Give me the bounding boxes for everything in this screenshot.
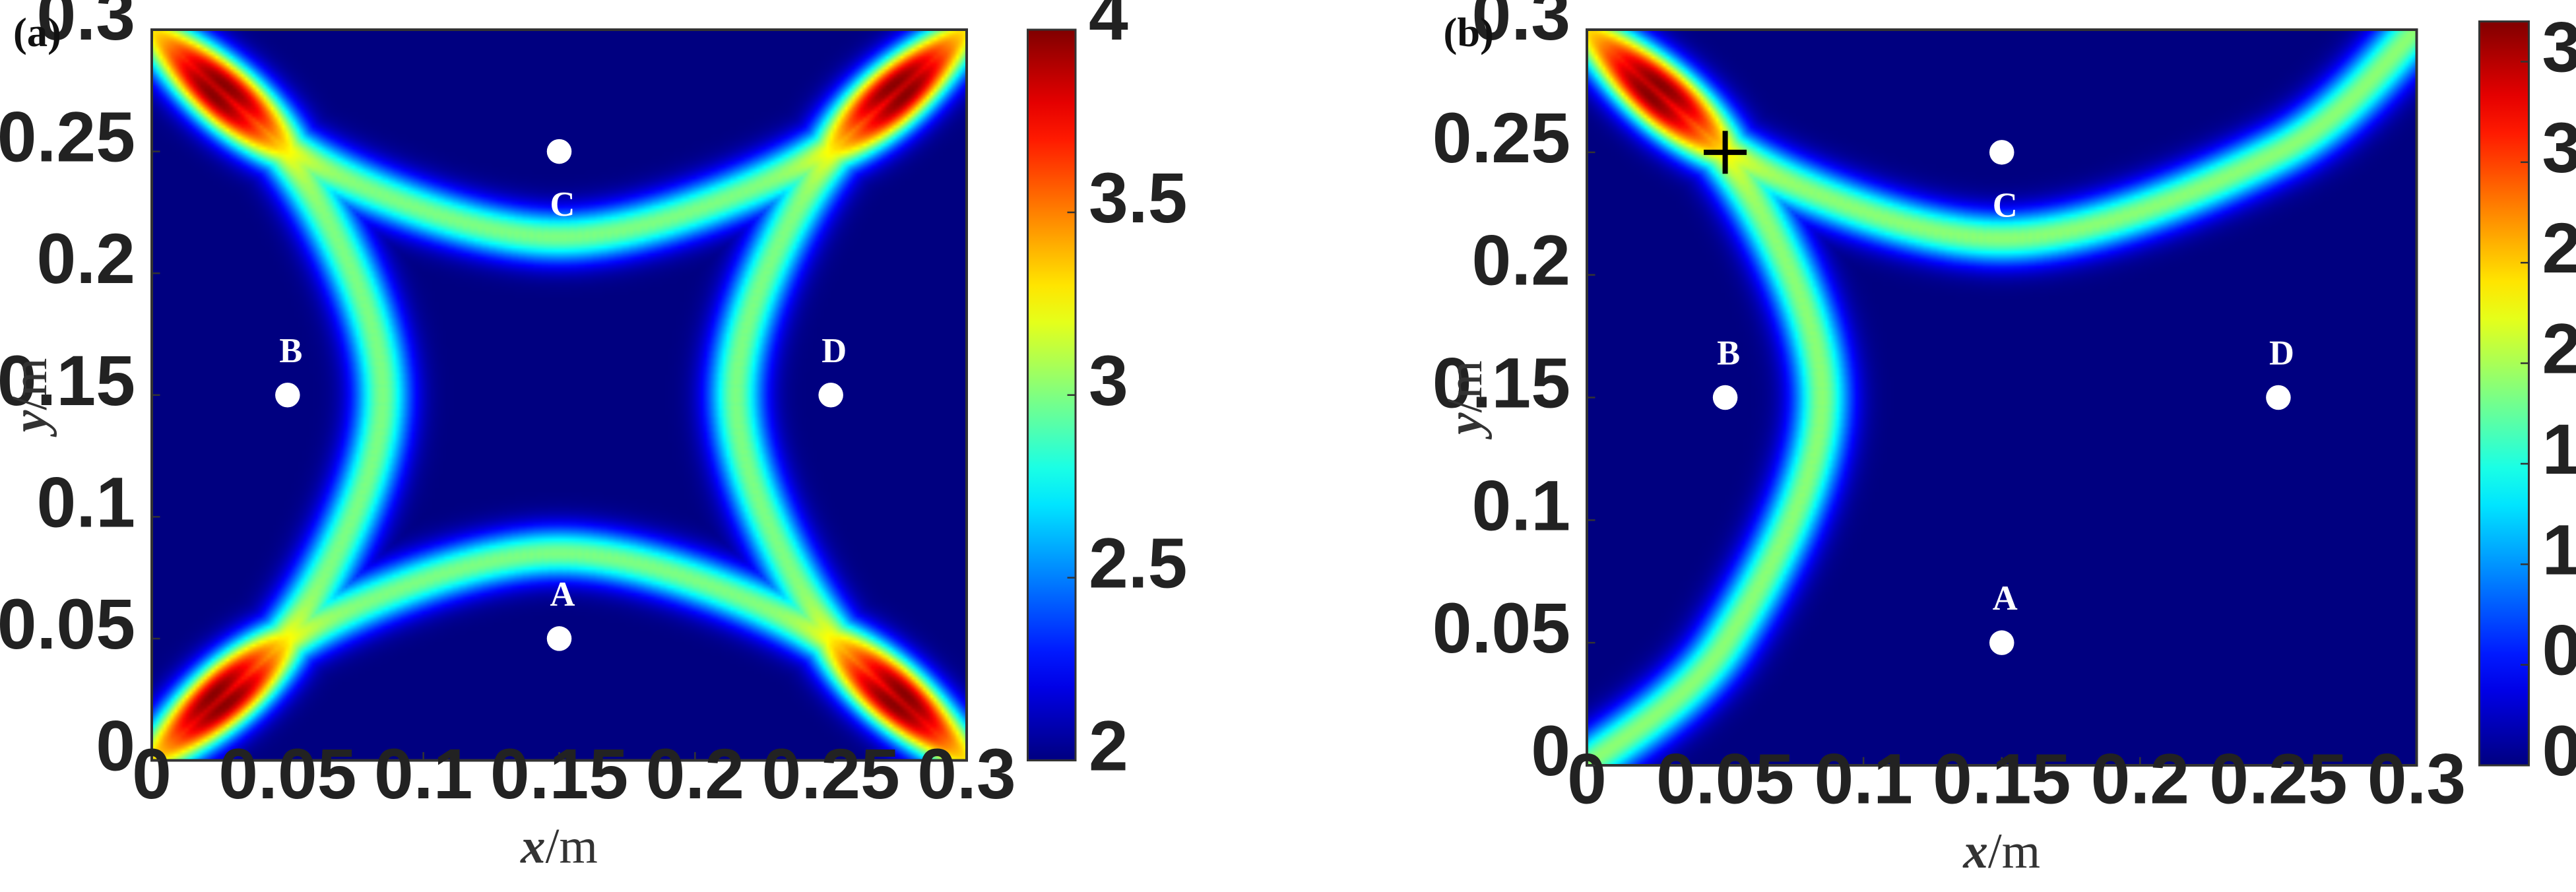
y-tick-label: 0 (1531, 711, 1570, 790)
colorbar-tick-label: 1 (2542, 510, 2576, 589)
panel-b: 0 0.05 0.1 0.15 0.2 0.25 0.3 0 0.05 0.1 0.15 0.2 0.2… (1433, 0, 2576, 879)
x-tick-label: 0 (132, 734, 172, 813)
colorbar-tick-label: 3.5 (1089, 158, 1187, 238)
x-tick-label: 0.05 (1656, 740, 1794, 819)
y-tick-label: 0.1 (37, 462, 135, 542)
x-tick-label: 0.05 (218, 734, 356, 813)
y-tick-label: 0.05 (0, 585, 135, 664)
point-d-dot (2266, 385, 2291, 410)
y-axis-unit: /m (1438, 360, 1493, 412)
y-tick-label: 0.1 (1472, 466, 1570, 545)
panel-a: 0 0.05 0.1 0.15 0.2 0.25 0.300.050.10.150.20.2… (0, 0, 1187, 874)
point-c-label: C (1993, 186, 2018, 224)
x-tick-label: 0.3 (917, 734, 1015, 813)
panel-label: (a) (13, 9, 61, 55)
colorbar-tick-label: 0 (2542, 711, 2576, 790)
y-tick-label: 0.3 (37, 0, 135, 55)
y-tick-label: 0.15 (1433, 344, 1570, 423)
x-axis-unit: /m (546, 819, 598, 874)
point-d-label: D (821, 332, 847, 370)
point-a-label: A (550, 575, 575, 614)
colorbar-tick-label: 2 (2542, 309, 2576, 389)
point-c-dot (1989, 140, 2014, 165)
x-axis-label: x/m (1962, 824, 2040, 879)
x-tick-label: 0.15 (490, 734, 628, 813)
x-axis-label: x/m (520, 819, 598, 874)
x-tick-label: 0.15 (1933, 740, 2071, 819)
point-a-dot (546, 626, 572, 651)
point-a-label: A (1993, 579, 2018, 618)
y-tick-label: 0.3 (1472, 0, 1570, 55)
y-tick-label: 0 (96, 707, 135, 786)
x-axis-unit: /m (1988, 824, 2040, 879)
colorbar (2478, 20, 2530, 767)
y-tick-label: 0.25 (1433, 98, 1570, 177)
x-tick-label: 0 (1567, 740, 1607, 819)
colorbar-tick-label: 3 (2542, 108, 2576, 187)
colorbar-tick-label: 0.5 (2542, 611, 2576, 690)
panel-label: (b) (1444, 9, 1494, 55)
colorbar-tick-label: 1.5 (2542, 410, 2576, 489)
y-tick-label: 0.2 (37, 219, 135, 298)
colorbar-tick-label: 3.5 (2542, 7, 2576, 86)
y-tick-label: 0.15 (0, 341, 135, 420)
point-a-dot (1989, 630, 2014, 655)
point-b-label: B (279, 332, 302, 370)
x-tick-label: 0.3 (2367, 740, 2466, 819)
x-tick-label: 0.2 (646, 734, 744, 813)
colorbar-tick-label: 4 (1089, 0, 1128, 55)
x-tick-label: 0.1 (374, 734, 472, 813)
colorbar-tick-label: 2.5 (2542, 208, 2576, 288)
y-axis-label: y/m (1438, 360, 1493, 439)
point-b-dot (1712, 385, 1738, 410)
y-axis-label: y/m (3, 358, 57, 437)
x-axis-var: x (520, 819, 546, 874)
y-tick-label: 0.2 (1472, 221, 1570, 300)
colorbar-tick-label: 2 (1089, 707, 1128, 786)
point-d-dot (818, 383, 843, 408)
colorbar-tick-label: 3 (1089, 341, 1128, 420)
x-tick-label: 0.25 (2209, 740, 2347, 819)
colorbar-tick-label: 2.5 (1089, 524, 1187, 603)
point-d-label: D (2269, 334, 2294, 373)
y-axis-var: y (1438, 412, 1493, 440)
point-c-label: C (550, 185, 575, 224)
x-tick-label: 0.1 (1814, 740, 1912, 819)
y-tick-label: 0.05 (1433, 589, 1570, 668)
point-b-dot (275, 383, 300, 408)
point-b-label: B (1717, 334, 1740, 373)
y-axis-unit: /m (3, 358, 57, 410)
y-tick-label: 0.25 (0, 98, 135, 177)
x-tick-label: 0.2 (2091, 740, 2189, 819)
x-tick-label: 0.25 (762, 734, 900, 813)
x-axis-var: x (1962, 824, 1988, 879)
y-axis-var: y (3, 410, 57, 437)
point-c-dot (546, 139, 572, 164)
